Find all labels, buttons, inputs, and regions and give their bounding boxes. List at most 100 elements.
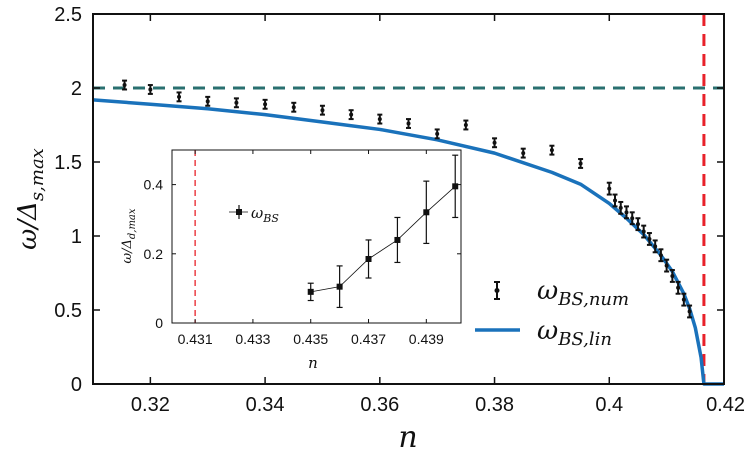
inset-data-marker — [307, 288, 314, 295]
inset-series-line — [310, 186, 456, 293]
data-point-marker — [630, 216, 635, 221]
data-point-num — [434, 128, 440, 140]
x-tick-label: 0.34 — [246, 394, 285, 416]
data-point-num — [623, 205, 629, 220]
data-point-marker — [641, 229, 646, 234]
data-point-marker — [148, 87, 153, 92]
data-point-num — [549, 144, 555, 156]
data-point-marker — [435, 131, 440, 136]
inset-data-point — [307, 282, 314, 302]
data-point-num — [233, 97, 239, 109]
inset-x-axis: 0.431 0.433 0.435 0.437 0.439 — [178, 150, 444, 347]
data-point-num — [291, 101, 297, 113]
inset-x-tick-label: 0.437 — [351, 331, 386, 347]
data-point-marker — [624, 210, 629, 215]
inset-data-marker — [336, 283, 343, 290]
inset-data-point — [336, 265, 343, 309]
legend-label-lin: ωBS,lin — [537, 316, 612, 350]
data-point-num — [669, 269, 675, 283]
data-point-num — [147, 84, 153, 95]
main-reference-lines — [93, 14, 724, 384]
x-tick-label: 0.36 — [360, 394, 399, 416]
x-tick-label: 0.32 — [131, 394, 170, 416]
main-x-axis: 0.32 0.34 0.36 0.38 0.4 0.42 — [131, 14, 745, 416]
data-point-marker — [687, 309, 692, 314]
inset-data-marks — [307, 154, 459, 309]
data-point-num — [463, 119, 469, 131]
data-point-marker — [549, 148, 554, 153]
data-point-marker — [635, 222, 640, 227]
data-point-num — [618, 200, 624, 215]
data-point-num — [629, 211, 635, 226]
data-point-marker — [578, 161, 583, 166]
data-point-num — [262, 98, 268, 110]
data-point-num — [319, 104, 325, 116]
data-point-marker — [647, 236, 652, 241]
data-point-marker — [607, 186, 612, 191]
inset-y-tick-label: 0 — [155, 315, 163, 331]
data-point-marker — [521, 151, 526, 156]
main-data-marks — [92, 79, 724, 386]
x-tick-label: 0.42 — [706, 394, 745, 416]
inset-data-marker — [423, 209, 430, 216]
inset-data-marker — [365, 255, 372, 262]
data-point-marker — [377, 117, 382, 122]
inset-x-tick-label: 0.433 — [235, 331, 270, 347]
inset-data-point — [365, 239, 372, 279]
inset-data-point — [394, 216, 401, 264]
inset-data-point — [423, 180, 430, 245]
inset-y-tick-label: 0.4 — [144, 177, 164, 193]
data-point-marker — [291, 105, 296, 110]
main-legend: ωBS,num ωBS,lin — [475, 276, 629, 350]
main-y-axis-title: ω/Δs,max — [13, 148, 48, 250]
y-tick-label: 1 — [71, 226, 82, 248]
data-point-num — [578, 158, 584, 169]
inset-chart: 0.431 0.433 0.435 0.437 0.439 0 0.2 0.4 n ω/Δd… — [120, 149, 462, 372]
main-chart: 0.32 0.34 0.36 0.38 0.4 0.42 0 0.5 1 1.5 2 2.5 n ω… — [13, 4, 745, 455]
data-point-num — [635, 217, 641, 232]
data-point-num — [646, 232, 652, 246]
inset-data-marker — [394, 236, 401, 243]
data-point-marker — [263, 102, 268, 107]
data-point-marker — [349, 112, 354, 117]
data-point-marker — [320, 108, 325, 113]
data-point-num — [612, 193, 618, 208]
data-point-num — [176, 91, 182, 103]
main-plot-frame — [92, 13, 725, 385]
data-point-num — [681, 292, 687, 307]
data-point-marker — [658, 253, 663, 258]
data-point-marker — [676, 285, 681, 290]
data-point-marker — [613, 198, 618, 203]
data-point-num — [377, 113, 383, 125]
y-tick-label: 2 — [71, 78, 82, 100]
data-point-marker — [670, 273, 675, 278]
data-point-marker — [681, 297, 686, 302]
inset-y-axis-title: ω/Δd,max — [120, 208, 138, 263]
data-point-num — [492, 137, 498, 149]
inset-y-axis: 0 0.2 0.4 — [144, 177, 461, 331]
inset-y-tick-label: 0.2 — [144, 246, 164, 262]
inset-x-tick-label: 0.439 — [409, 331, 444, 347]
data-point-marker — [618, 205, 623, 210]
data-point-marker — [653, 244, 658, 249]
legend-marker-num — [494, 281, 500, 300]
y-tick-label: 0.5 — [54, 300, 82, 322]
data-point-marker — [122, 83, 127, 88]
data-point-num — [406, 118, 411, 129]
data-point-num — [641, 224, 647, 239]
y-tick-label: 1.5 — [54, 152, 82, 174]
data-point-num — [687, 304, 693, 319]
inset-data-marker — [452, 183, 459, 190]
data-point-num — [348, 109, 354, 121]
y-tick-label: 2.5 — [54, 4, 82, 26]
data-point-marker — [492, 140, 497, 145]
inset-x-axis-title: n — [308, 354, 318, 372]
y-tick-label: 0 — [71, 374, 82, 396]
data-point-marker — [177, 94, 182, 99]
x-tick-label: 0.38 — [475, 394, 514, 416]
data-point-num — [520, 147, 526, 159]
data-point-marker — [234, 100, 239, 105]
inset-legend-marker — [236, 209, 242, 215]
data-point-num — [122, 79, 128, 91]
